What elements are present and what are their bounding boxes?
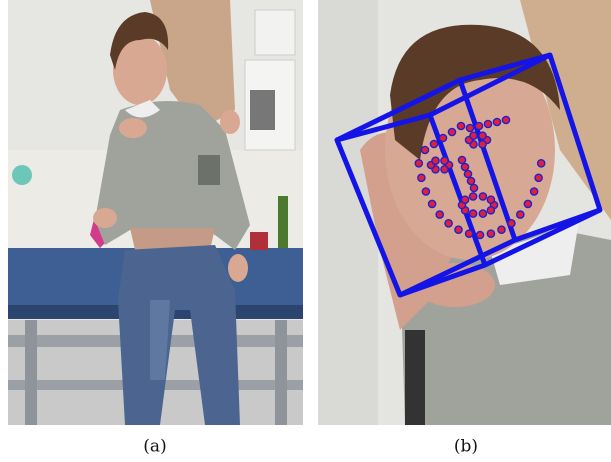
landmark bbox=[507, 218, 516, 228]
landmark bbox=[466, 176, 476, 186]
landmark bbox=[501, 115, 511, 125]
head-pose-cube bbox=[334, 52, 603, 298]
landmark bbox=[431, 156, 440, 165]
landmark bbox=[478, 131, 487, 140]
landmark bbox=[427, 199, 437, 209]
landmark bbox=[417, 173, 426, 183]
landmark bbox=[465, 123, 475, 133]
landmark bbox=[454, 225, 463, 234]
landmark bbox=[460, 162, 470, 172]
panel-label: (a) bbox=[143, 437, 166, 457]
landmark bbox=[468, 192, 478, 201]
photo-b bbox=[318, 0, 611, 425]
landmark bbox=[414, 158, 424, 168]
landmark bbox=[483, 119, 493, 129]
landmark bbox=[468, 209, 478, 218]
landmark bbox=[460, 195, 470, 204]
landmark bbox=[438, 133, 448, 143]
landmark bbox=[464, 229, 474, 238]
landmark bbox=[435, 210, 445, 219]
photo-a bbox=[8, 0, 303, 425]
landmark bbox=[447, 127, 457, 137]
landmark bbox=[523, 199, 533, 209]
landmark bbox=[457, 155, 467, 165]
landmark bbox=[516, 210, 525, 219]
landmark bbox=[456, 121, 466, 131]
landmark bbox=[429, 139, 439, 149]
landmark bbox=[486, 205, 496, 215]
landmark bbox=[475, 230, 485, 240]
landmark bbox=[486, 229, 496, 238]
landmark bbox=[440, 156, 449, 165]
landmark bbox=[478, 209, 488, 218]
landmark bbox=[536, 158, 546, 168]
landmark bbox=[474, 121, 484, 131]
landmark bbox=[478, 139, 487, 149]
landmark bbox=[486, 195, 496, 204]
landmark bbox=[478, 192, 488, 201]
landmark bbox=[492, 117, 502, 127]
landmark bbox=[497, 225, 506, 234]
landmark bbox=[534, 173, 543, 183]
landmark bbox=[469, 183, 479, 193]
landmark bbox=[440, 164, 449, 174]
landmark bbox=[420, 145, 430, 155]
landmark bbox=[469, 131, 478, 140]
landmark bbox=[463, 169, 473, 179]
landmark bbox=[529, 187, 539, 196]
landmark bbox=[444, 218, 453, 228]
panel-label: (b) bbox=[454, 437, 478, 457]
facial-landmarks bbox=[414, 115, 546, 240]
landmark bbox=[421, 187, 431, 196]
